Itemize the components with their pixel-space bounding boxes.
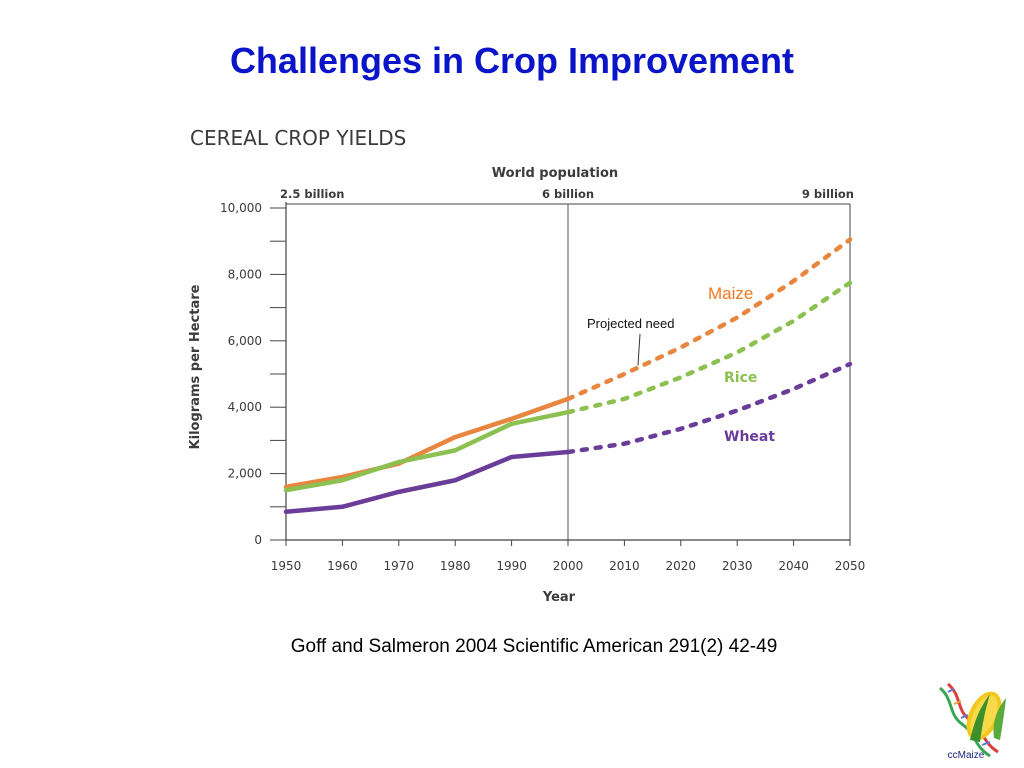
axes [270,202,851,546]
series-rice-projection [565,280,853,415]
population-label: 2.5 billion [280,187,344,201]
series-maize-projection [565,237,853,402]
x-tick-label: 1990 [496,559,527,573]
y-tick-labels: 0 2,000 4,000 6,000 8,000 10,000 [220,201,262,547]
logo-text: ccMaize [947,750,985,761]
y-tick-label: 10,000 [220,201,262,215]
x-tick-label: 2020 [666,559,697,573]
population-label: 6 billion [542,187,594,201]
series-label-maize: Maize [708,284,753,303]
x-tick-label: 1960 [327,559,358,573]
x-axis-title: Year [542,590,576,605]
y-axis-title: Kilograms per Hectare [188,284,203,449]
projected-need-annotation: Projected need [587,316,674,366]
chart-title: CEREAL CROP YIELDS [190,126,406,150]
series-rice-line [283,409,571,493]
x-tick-label: 2030 [722,559,753,573]
x-tick-label: 2040 [778,559,809,573]
y-tick-label: 0 [254,533,262,547]
y-tick-label: 8,000 [228,267,262,281]
x-tick-label: 1970 [384,559,415,573]
series-label-wheat: Wheat [724,429,775,445]
citation: Goff and Salmeron 2004 Scientific Americ… [290,636,778,657]
x-tick-label: 2010 [609,559,640,573]
series-wheat-projection [565,361,853,455]
y-tick-label: 6,000 [228,334,262,348]
annotation-pointer [637,333,641,366]
x-tick-label: 1950 [271,559,302,573]
y-tick-label: 4,000 [228,400,262,414]
ccmaize-logo [938,682,1006,758]
series-label-rice: Rice [724,370,757,386]
x-tick-labels: 1950 1960 1970 1980 1990 2000 2010 2020 2030 2040… [271,559,866,573]
y-tick-label: 2,000 [228,467,262,481]
series-maize-line [283,396,571,490]
population-labels: 2.5 billion 6 billion 9 billion [280,187,854,201]
series-lines [283,237,853,515]
population-label: 9 billion [802,187,854,201]
population-axis-title: World population [492,166,618,181]
series-wheat-line [283,449,571,515]
series-labels: Maize Rice Wheat [708,284,775,445]
slide-title: Challenges in Crop Improvement [229,40,795,81]
x-tick-label: 1980 [440,559,471,573]
annotation-text: Projected need [587,316,674,331]
x-tick-label: 2050 [835,559,866,573]
x-tick-label: 2000 [553,559,584,573]
